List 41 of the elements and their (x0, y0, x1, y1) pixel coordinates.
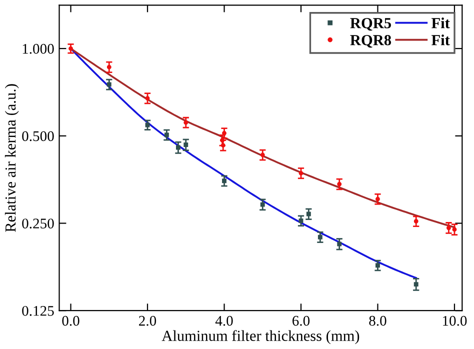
point (184, 142, 188, 147)
x-tick-label: 8.0 (369, 316, 386, 326)
point (306, 212, 311, 216)
y-tick-label: 1.000 (22, 44, 54, 54)
point (298, 170, 304, 176)
point (260, 202, 265, 207)
legend-label: RQR5 (350, 18, 391, 31)
point (414, 282, 418, 287)
point (164, 132, 169, 138)
x-tick-label: 0.0 (62, 316, 80, 326)
x-tick-label: 6.0 (292, 316, 310, 326)
point (176, 145, 180, 150)
point (184, 120, 188, 125)
point (260, 152, 265, 158)
point (318, 234, 322, 240)
point (222, 130, 226, 136)
point (222, 178, 226, 184)
x-tick-label: 2.0 (139, 316, 156, 326)
point (106, 82, 112, 87)
y-tick-label: 0.125 (22, 306, 54, 316)
point (145, 96, 150, 100)
point (337, 182, 342, 186)
point (298, 218, 304, 223)
point (68, 46, 73, 51)
point (452, 227, 457, 232)
y-tick-label: 0.500 (22, 131, 54, 142)
point (446, 226, 451, 230)
x-tick-label: 10.0 (443, 316, 467, 326)
x-axis-title: Aluminum filter thickness (mm) (162, 330, 360, 344)
point (337, 242, 342, 246)
legend-label: RQR8 (350, 34, 392, 48)
legend-label: Fit (432, 34, 450, 46)
y-tick-label: 0.250 (22, 218, 54, 229)
y-axis-title: Relative air kerma (a.u.) (4, 84, 19, 232)
point (376, 196, 380, 202)
point (376, 263, 380, 268)
point (106, 64, 112, 70)
x-tick-label: 4.0 (215, 316, 233, 326)
point (145, 122, 150, 128)
legend-label: Fit (432, 18, 450, 28)
point (414, 219, 418, 224)
